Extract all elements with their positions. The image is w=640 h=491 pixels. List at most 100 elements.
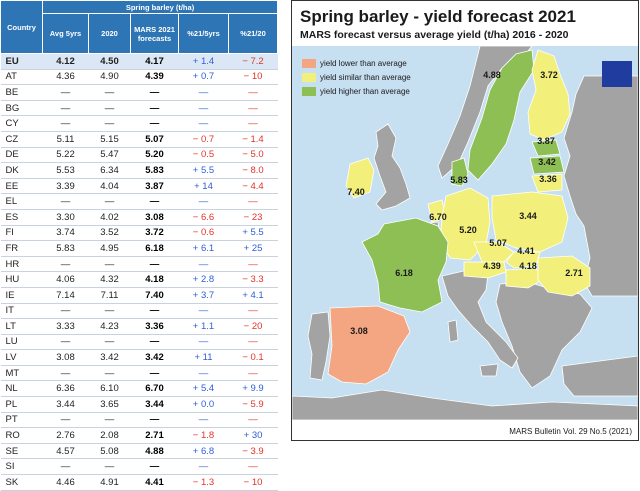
pct-5yrs-header: %21/5yrs xyxy=(178,13,229,54)
pct-5yrs-cell: — xyxy=(178,100,229,117)
year-2020-cell: 7.11 xyxy=(88,287,131,304)
avg-5yrs-cell: 3.44 xyxy=(42,396,89,413)
avg-5yrs-cell: 3.39 xyxy=(42,178,89,195)
country-cell: LT xyxy=(0,318,43,335)
year-2020-cell: 4.23 xyxy=(88,318,131,335)
forecast-cell: — xyxy=(130,365,179,382)
pct-5yrs-cell: + 1.1 xyxy=(178,318,229,335)
avg-5yrs-cell: 3.33 xyxy=(42,318,89,335)
country-cell: FI xyxy=(0,225,43,242)
value-label-hu: 4.18 xyxy=(519,261,537,271)
value-label-es: 3.08 xyxy=(350,326,368,336)
country-cell: PL xyxy=(0,396,43,413)
year-2020-header: 2020 xyxy=(88,13,131,54)
forecast-header: MARS 2021 forecasts xyxy=(130,13,179,54)
year-2020-cell: 4.02 xyxy=(88,209,131,226)
pct-5yrs-cell: − 0.6 xyxy=(178,225,229,242)
pct-2020-cell: — xyxy=(228,100,278,117)
forecast-cell: — xyxy=(130,256,179,273)
table-row-de: DE 5.22 5.47 5.20− 0.5− 5.0 xyxy=(0,147,278,164)
forecast-cell: 5.83 xyxy=(130,162,179,179)
forecast-cell: 7.40 xyxy=(130,287,179,304)
year-2020-cell: — xyxy=(88,303,131,320)
pct-2020-cell: + 5.5 xyxy=(228,225,278,242)
avg-5yrs-cell: 2.76 xyxy=(42,427,89,444)
country-cell: SI xyxy=(0,458,43,476)
value-label-at: 4.39 xyxy=(483,261,501,271)
pct-2020-cell: − 7.2 xyxy=(228,53,278,70)
austria-shape xyxy=(463,261,507,279)
eu-flag-icon xyxy=(602,61,632,87)
pct-2020-cell: — xyxy=(228,365,278,382)
forecast-cell: 6.18 xyxy=(130,240,179,257)
pct-2020-cell: − 3.9 xyxy=(228,443,278,460)
table-row-fr: FR 5.83 4.95 6.18 + 6.1 + 25 xyxy=(0,240,278,257)
pct-2020-cell: — xyxy=(228,458,278,476)
table-row-bg: BG — — — — — xyxy=(0,100,278,117)
pct-5yrs-cell: + 6.1 xyxy=(178,240,229,257)
czechia-shape xyxy=(473,241,515,263)
year-2020-cell: — xyxy=(88,193,131,210)
pct-5yrs-cell: − 0.7 xyxy=(178,131,229,148)
pct-2020-cell: − 5.0 xyxy=(228,147,278,164)
pct-2020-cell: + 4.1 xyxy=(228,287,278,304)
pct-2020-cell: + 30 xyxy=(228,427,278,444)
forecast-cell: 3.36 xyxy=(130,318,179,335)
lithuania-shape xyxy=(531,173,563,193)
avg-5yrs-cell: 4.06 xyxy=(42,271,89,288)
country-cell: SE xyxy=(0,443,43,460)
forecast-cell: 4.18 xyxy=(130,271,179,288)
pct-2020-cell: − 23 xyxy=(228,209,278,226)
value-label-ro: 2.71 xyxy=(565,268,583,278)
country-cell: EU xyxy=(0,53,43,70)
avg-5yrs-cell: 3.08 xyxy=(42,349,89,366)
country-cell: BG xyxy=(0,100,43,117)
country-cell: DK xyxy=(0,162,43,179)
avg-5yrs-cell: 3.74 xyxy=(42,225,89,242)
year-2020-cell: 3.65 xyxy=(88,396,131,413)
country-cell: MT xyxy=(0,365,43,382)
pct-5yrs-cell: + 6.8 xyxy=(178,443,229,460)
pct-2020-cell: — xyxy=(228,84,278,101)
group-header: Spring barley (t/ha) xyxy=(41,0,279,14)
year-2020-cell: 4.04 xyxy=(88,178,131,195)
pct-5yrs-cell: − 6.6 xyxy=(178,209,229,226)
year-2020-cell: 6.10 xyxy=(88,380,131,398)
pct-5yrs-cell: — xyxy=(178,365,229,382)
pct-5yrs-cell: — xyxy=(178,115,229,132)
value-label-nl: 6.70 xyxy=(429,212,447,222)
pct-2020-cell: − 10 xyxy=(228,474,278,491)
value-label-fr: 6.18 xyxy=(395,268,413,278)
map-subtitle: MARS forecast versus average yield (t/ha… xyxy=(300,29,569,41)
sweden-shape xyxy=(467,49,535,181)
pct-5yrs-cell: + 1.4 xyxy=(178,53,229,70)
pct-5yrs-cell: — xyxy=(178,334,229,351)
country-cell: CY xyxy=(0,115,43,132)
table-row-hr: HR — — — — — xyxy=(0,256,278,273)
pct-2020-cell: − 0.1 xyxy=(228,349,278,366)
forecast-cell: 6.70 xyxy=(130,380,179,398)
country-cell: CZ xyxy=(0,131,43,148)
pct-5yrs-cell: — xyxy=(178,256,229,273)
table-row-ee: EE 3.39 4.04 3.87 + 14− 4.4 xyxy=(0,178,278,195)
ireland-shape xyxy=(345,157,375,199)
year-2020-cell: — xyxy=(88,334,131,351)
value-label-lt: 3.36 xyxy=(539,174,557,184)
table-row-it: IT — — — — — xyxy=(0,303,278,320)
pct-2020-cell: − 3.3 xyxy=(228,271,278,288)
italy-shape xyxy=(441,269,519,369)
table-body: EU 4.12 4.50 4.17 + 1.4− 7.2 AT 4.36 4.90 4.39 + … xyxy=(0,53,278,491)
forecast-cell: 3.42 xyxy=(130,349,179,366)
pct-5yrs-cell: − 1.8 xyxy=(178,427,229,444)
pct-2020-cell: — xyxy=(228,256,278,273)
value-label-lv: 3.42 xyxy=(538,157,556,167)
table-row-pl: PL 3.44 3.65 3.44 + 0.0− 5.9 xyxy=(0,396,278,413)
pct-2020-cell: — xyxy=(228,334,278,351)
table-row-lu: LU — — — — — xyxy=(0,334,278,351)
avg-5yrs-cell: 5.83 xyxy=(42,240,89,257)
pct-5yrs-cell: + 0.7 xyxy=(178,69,229,86)
yield-table-panel: Country Spring barley (t/ha) Avg 5yrs 20… xyxy=(0,0,279,491)
avg-5yrs-cell: 3.30 xyxy=(42,209,89,226)
avg-5yrs-cell: 6.36 xyxy=(42,380,89,398)
table-row-cz: CZ 5.11 5.15 5.07− 0.7− 1.4 xyxy=(0,131,278,148)
